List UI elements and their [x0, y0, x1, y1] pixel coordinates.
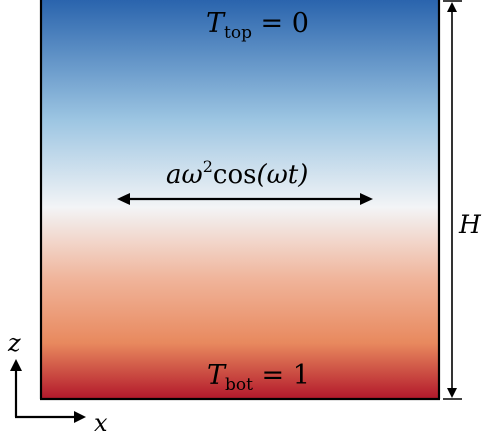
height-dimension-marker	[443, 0, 462, 400]
z-axis-arrowhead	[10, 359, 22, 371]
forcing-label: aω2cos(ωt)	[166, 157, 308, 190]
bottom-temperature-label: Tbot = 1	[207, 360, 310, 395]
arrowhead-down	[447, 388, 457, 398]
z-axis-label: z	[7, 329, 21, 357]
arrowhead-left	[117, 193, 130, 205]
oscillation-double-arrow	[117, 193, 373, 205]
x-axis-arrowhead	[74, 411, 86, 423]
arrowhead-up	[447, 2, 457, 12]
top-temperature-label: Ttop = 0	[206, 8, 309, 43]
height-label: H	[458, 210, 482, 239]
coordinate-axes	[10, 359, 86, 423]
x-axis-label: x	[94, 409, 108, 436]
arrowhead-right	[360, 193, 373, 205]
